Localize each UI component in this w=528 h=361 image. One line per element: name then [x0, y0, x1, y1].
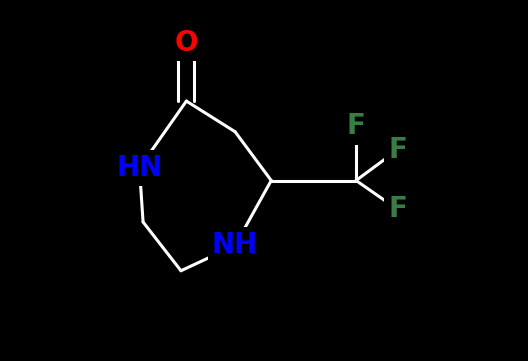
Text: F: F	[388, 136, 407, 164]
Text: F: F	[388, 195, 407, 223]
Text: O: O	[175, 29, 198, 57]
Text: HN: HN	[116, 154, 163, 182]
Text: F: F	[346, 112, 365, 140]
Text: NH: NH	[212, 231, 258, 260]
